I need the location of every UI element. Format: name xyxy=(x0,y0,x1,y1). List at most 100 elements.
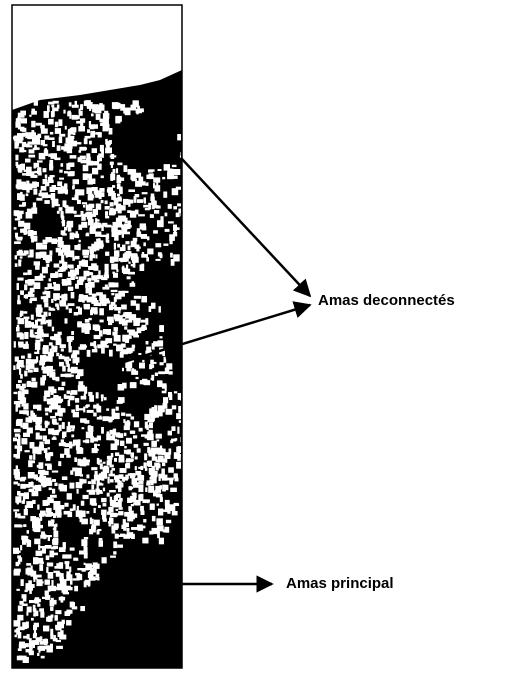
speckle xyxy=(58,270,61,272)
speckle xyxy=(114,475,119,479)
speckle xyxy=(40,194,43,196)
speckle xyxy=(51,598,54,602)
speckle xyxy=(74,215,81,217)
speckle xyxy=(75,234,80,238)
speckle xyxy=(58,119,62,126)
speckle xyxy=(140,506,144,511)
speckle xyxy=(124,426,130,431)
speckle xyxy=(28,270,32,275)
speckle xyxy=(114,307,121,311)
speckle xyxy=(26,172,30,176)
speckle xyxy=(57,514,61,517)
speckle xyxy=(48,620,51,622)
speckle xyxy=(63,542,66,549)
speckle xyxy=(20,374,23,379)
speckle xyxy=(132,347,134,351)
speckle xyxy=(167,172,174,179)
speckle xyxy=(75,115,80,119)
speckle xyxy=(68,375,74,377)
speckle xyxy=(34,171,37,174)
speckle xyxy=(55,398,59,400)
speckle xyxy=(137,109,141,112)
speckle xyxy=(22,501,25,504)
speckle xyxy=(58,387,64,390)
speckle xyxy=(116,407,119,411)
speckle xyxy=(168,392,172,397)
speckle xyxy=(31,231,37,235)
speckle xyxy=(24,101,27,104)
speckle xyxy=(28,354,32,359)
speckle xyxy=(87,129,90,133)
speckle xyxy=(50,607,53,611)
speckle xyxy=(28,363,35,369)
speckle xyxy=(33,419,38,422)
speckle xyxy=(60,485,66,491)
speckle xyxy=(17,555,21,558)
speckle xyxy=(154,210,159,214)
speckle xyxy=(43,334,49,338)
speckle xyxy=(91,529,95,532)
speckle xyxy=(131,454,134,458)
speckle xyxy=(65,564,69,570)
speckle xyxy=(94,311,97,315)
speckle xyxy=(147,431,150,434)
speckle xyxy=(18,318,24,324)
speckle xyxy=(88,565,95,567)
speckle xyxy=(127,515,133,521)
speckle xyxy=(46,291,50,298)
speckle xyxy=(99,492,103,494)
speckle xyxy=(49,452,54,456)
speckle xyxy=(103,488,105,492)
speckle xyxy=(117,244,120,248)
speckle xyxy=(133,369,136,373)
speckle xyxy=(77,265,81,269)
speckle xyxy=(68,287,73,291)
speckle xyxy=(50,416,56,418)
speckle xyxy=(59,635,66,640)
speckle xyxy=(151,303,156,309)
arrow xyxy=(181,158,310,296)
speckle xyxy=(148,170,153,173)
speckle xyxy=(33,454,35,460)
speckle xyxy=(127,276,131,279)
speckle xyxy=(173,232,177,236)
speckle xyxy=(102,244,104,248)
speckle xyxy=(134,444,139,448)
speckle xyxy=(70,602,74,608)
speckle xyxy=(77,189,84,195)
speckle xyxy=(110,465,114,468)
speckle xyxy=(51,405,58,409)
speckle xyxy=(78,408,84,410)
speckle xyxy=(42,548,46,554)
speckle xyxy=(108,417,112,422)
speckle xyxy=(76,510,83,517)
speckle xyxy=(151,417,155,419)
speckle xyxy=(16,401,20,408)
speckle xyxy=(99,540,104,546)
speckle xyxy=(54,264,60,268)
speckle xyxy=(27,209,32,213)
speckle xyxy=(142,379,147,385)
speckle xyxy=(95,195,99,198)
speckle xyxy=(41,140,45,145)
speckle xyxy=(75,284,78,288)
speckle xyxy=(32,491,39,497)
speckle xyxy=(133,103,135,110)
speckle xyxy=(127,349,131,354)
speckle xyxy=(155,373,158,376)
speckle xyxy=(39,476,46,480)
speckle xyxy=(17,193,23,200)
speckle xyxy=(157,439,160,441)
speckle xyxy=(181,437,182,442)
speckle xyxy=(32,132,36,136)
speckle xyxy=(121,305,127,310)
speckle xyxy=(157,380,163,387)
speckle xyxy=(49,488,52,491)
speckle xyxy=(139,481,144,484)
speckle xyxy=(15,635,17,638)
speckle xyxy=(64,357,70,360)
speckle xyxy=(61,186,64,190)
speckle xyxy=(20,111,26,116)
speckle xyxy=(44,200,49,204)
speckle xyxy=(15,514,20,517)
